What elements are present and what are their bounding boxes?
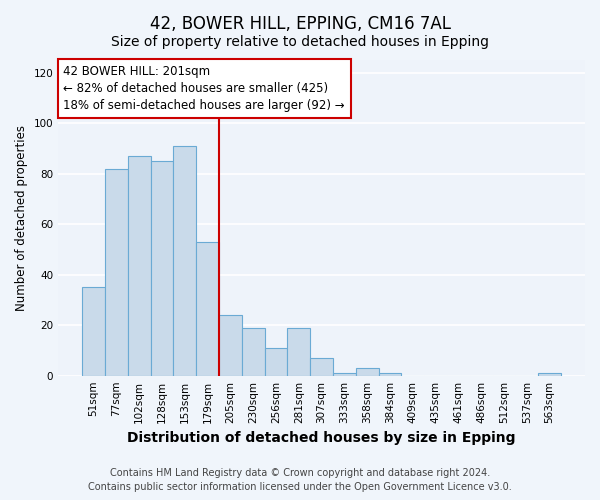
Text: 42, BOWER HILL, EPPING, CM16 7AL: 42, BOWER HILL, EPPING, CM16 7AL: [149, 15, 451, 33]
Bar: [242, 328, 265, 376]
Bar: [173, 146, 196, 376]
Bar: [310, 358, 333, 376]
Bar: [333, 373, 356, 376]
Bar: [356, 368, 379, 376]
Bar: [538, 373, 561, 376]
Text: 42 BOWER HILL: 201sqm
← 82% of detached houses are smaller (425)
18% of semi-det: 42 BOWER HILL: 201sqm ← 82% of detached …: [64, 64, 345, 112]
Bar: [287, 328, 310, 376]
Y-axis label: Number of detached properties: Number of detached properties: [15, 125, 28, 311]
Bar: [379, 373, 401, 376]
Bar: [196, 242, 219, 376]
Bar: [151, 161, 173, 376]
Bar: [219, 315, 242, 376]
Text: Size of property relative to detached houses in Epping: Size of property relative to detached ho…: [111, 35, 489, 49]
X-axis label: Distribution of detached houses by size in Epping: Distribution of detached houses by size …: [127, 431, 516, 445]
Bar: [265, 348, 287, 376]
Text: Contains HM Land Registry data © Crown copyright and database right 2024.
Contai: Contains HM Land Registry data © Crown c…: [88, 468, 512, 492]
Bar: [128, 156, 151, 376]
Bar: [105, 168, 128, 376]
Bar: [82, 288, 105, 376]
